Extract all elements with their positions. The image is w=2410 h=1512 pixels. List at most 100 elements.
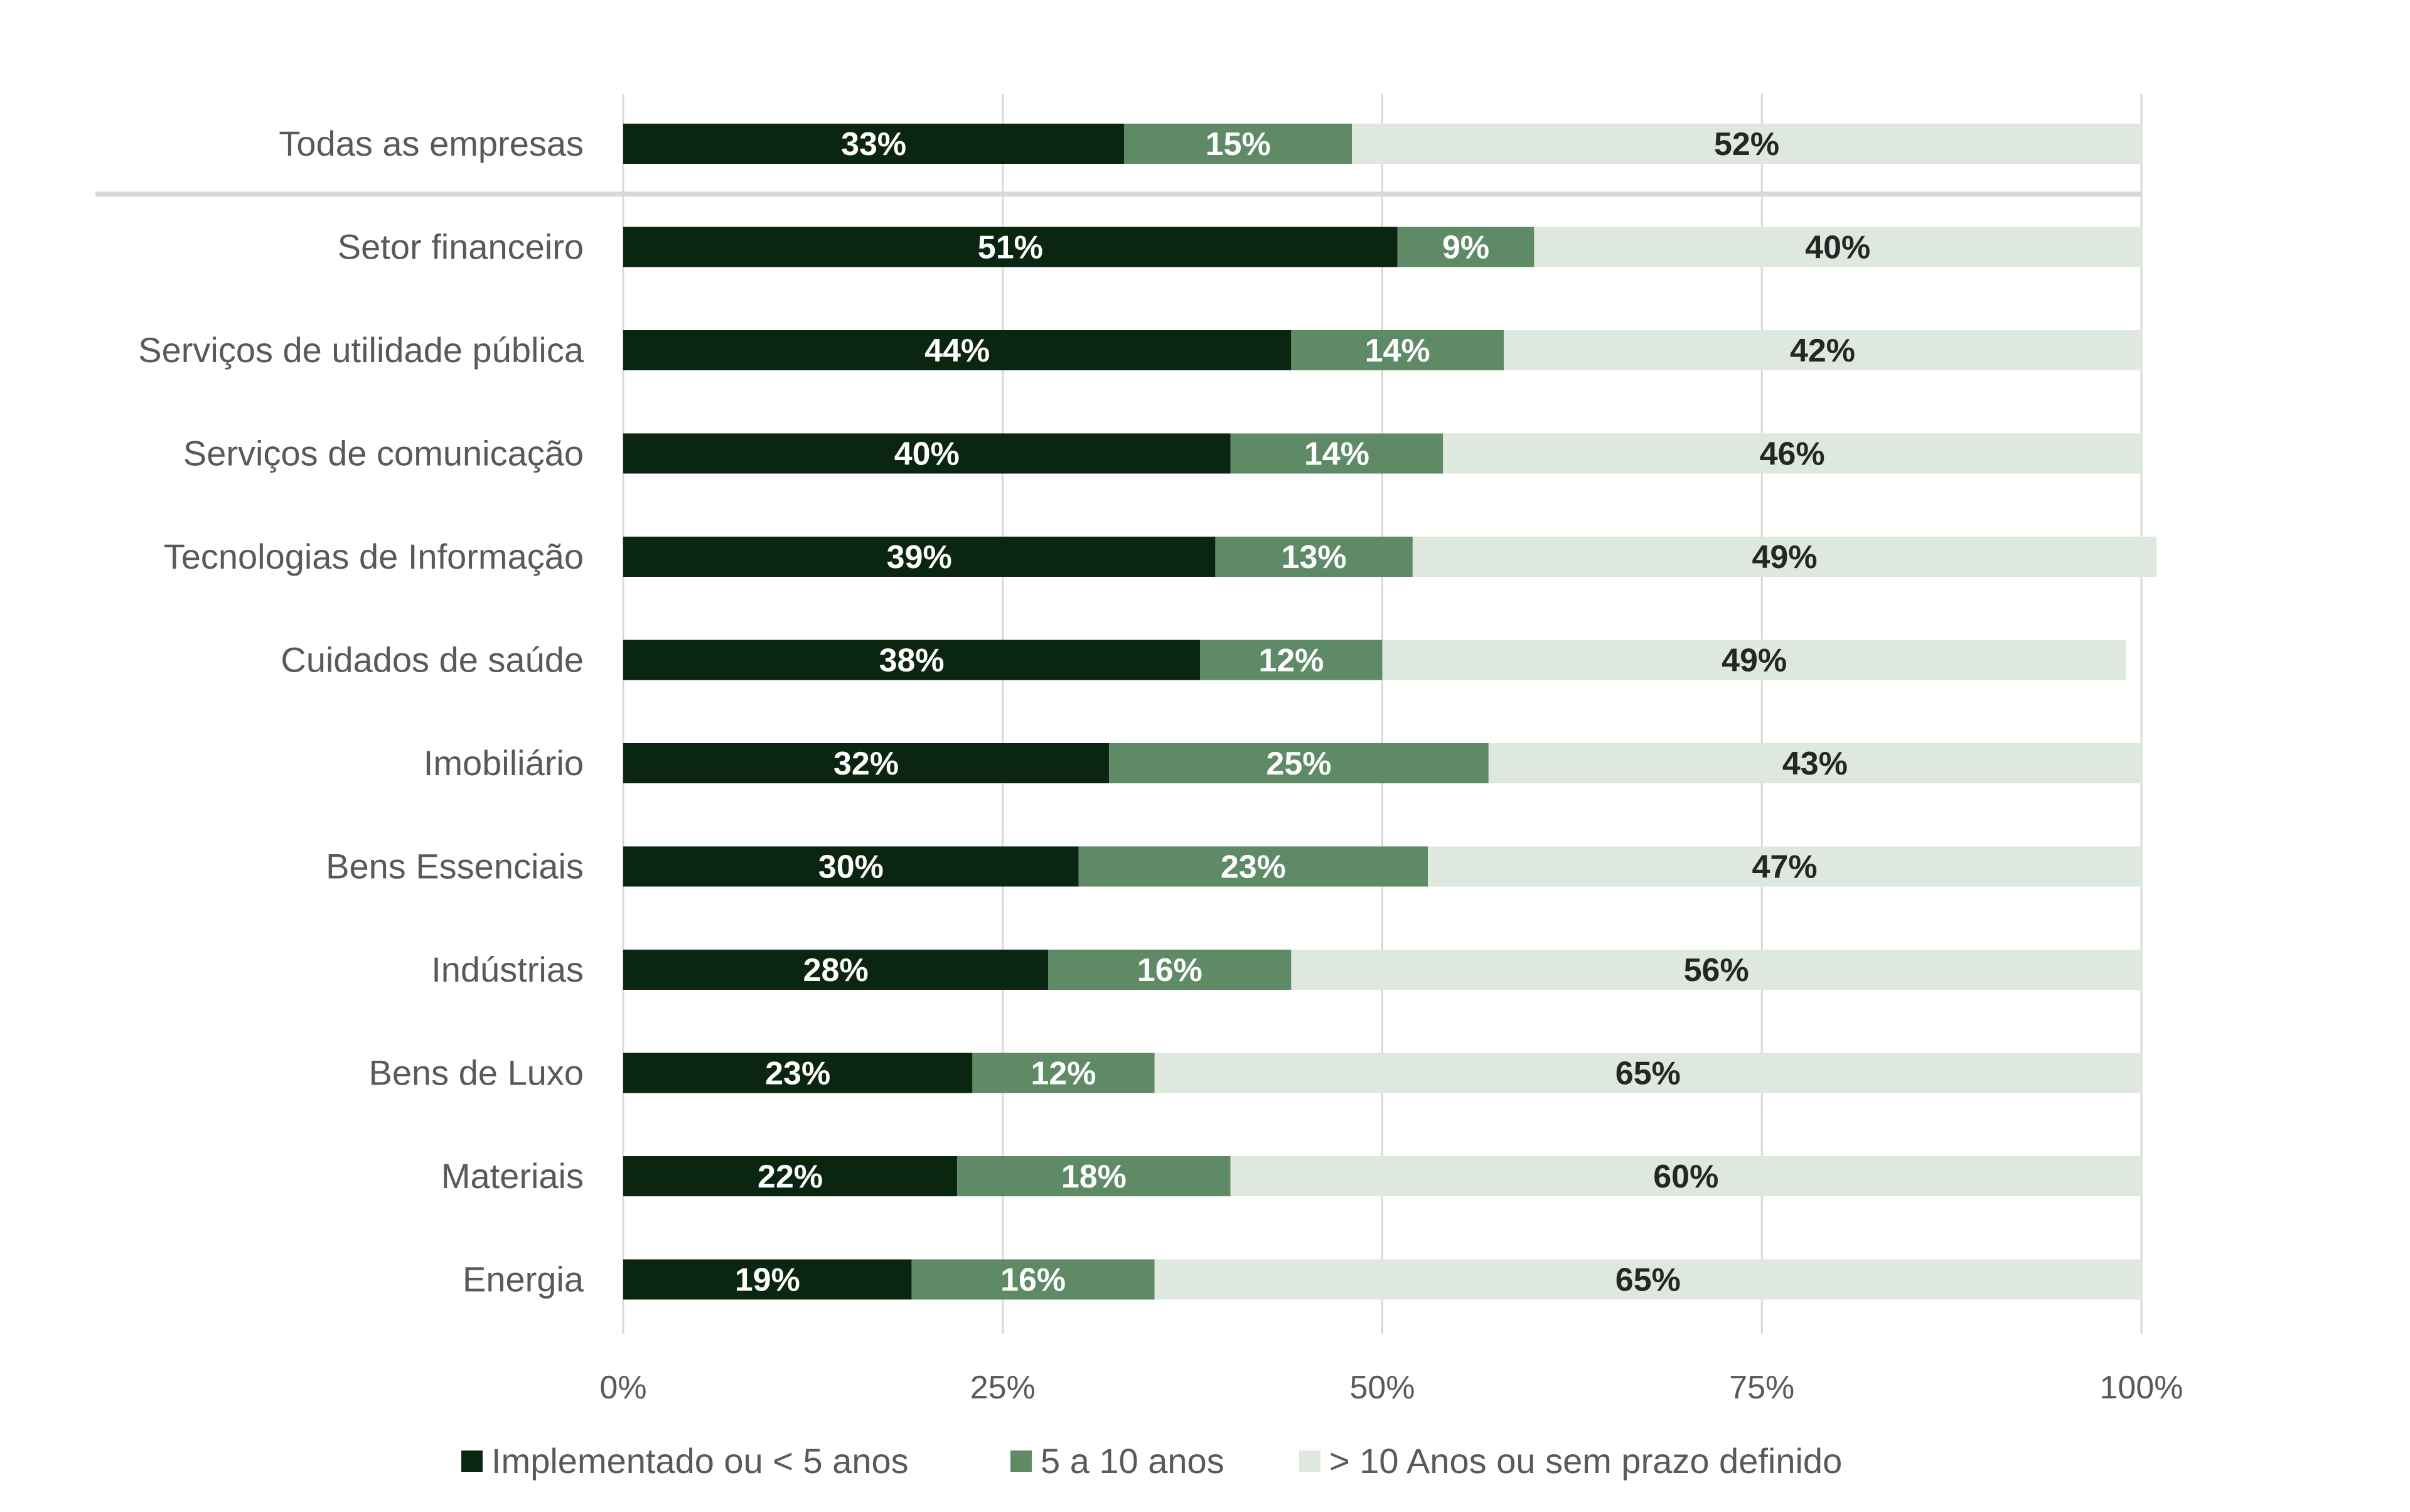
bar-bens-de-luxo-implementado-ou-5-anos xyxy=(623,1053,973,1093)
bar-servicos-de-utilidade-publica-10-anos-ou-sem-prazo-definido xyxy=(1504,330,2141,370)
bar-imobiliario-implementado-ou-5-anos xyxy=(623,743,1110,783)
bar-setor-financeiro-5-a-10-anos xyxy=(1397,227,1534,267)
category-label-industrias: Indústrias xyxy=(431,950,584,989)
x-tick-label-100: 100% xyxy=(2100,1370,2183,1406)
bar-industrias-implementado-ou-5-anos xyxy=(623,950,1049,990)
bar-tecnologias-de-informacao-5-a-10-anos xyxy=(1215,537,1413,577)
category-label-servicos-de-comunicacao: Serviços de comunicação xyxy=(183,434,584,473)
bar-industrias-10-anos-ou-sem-prazo-definido xyxy=(1291,950,2141,990)
data-label-cuidados-de-saude-5-a-10-anos: 12% xyxy=(1258,643,1324,679)
bar-bens-essenciais-5-a-10-anos xyxy=(1078,846,1428,887)
data-label-materiais-10-anos-ou-sem-prazo-definido: 60% xyxy=(1653,1159,1718,1195)
category-labels: Todas as empresas Setor financeiro Serviço… xyxy=(138,124,584,1299)
bar-industrias-5-a-10-anos xyxy=(1048,950,1292,990)
data-label-setor-financeiro-5-a-10-anos: 9% xyxy=(1442,230,1489,266)
bars: 33% 15% 52% 51% 9% 40% 44% 14% 42% 40% 14% 46% 39% 13… xyxy=(623,124,2157,1300)
data-label-bens-essenciais-implementado-ou-5-anos: 30% xyxy=(818,849,884,886)
data-label-bens-de-luxo-implementado-ou-5-anos: 23% xyxy=(765,1056,830,1092)
x-tick-label-50: 50% xyxy=(1349,1370,1415,1406)
data-label-cuidados-de-saude-10-anos-ou-sem-prazo-definido: 49% xyxy=(1722,643,1787,679)
bar-materiais-10-anos-ou-sem-prazo-definido xyxy=(1230,1156,2141,1196)
data-label-industrias-10-anos-ou-sem-prazo-definido: 56% xyxy=(1684,952,1749,989)
category-label-tecnologias-de-informacao: Tecnologias de Informação xyxy=(164,537,584,576)
category-label-setor-financeiro: Setor financeiro xyxy=(338,227,584,267)
bar-setor-financeiro-10-anos-ou-sem-prazo-definido xyxy=(1534,227,2141,267)
bar-todas-as-empresas-implementado-ou-5-anos xyxy=(623,124,1125,164)
bar-imobiliario-5-a-10-anos xyxy=(1109,743,1489,783)
legend: Implementado ou < 5 anos 5 a 10 anos > 10 … xyxy=(461,1441,1842,1481)
bar-cuidados-de-saude-implementado-ou-5-anos xyxy=(623,640,1201,680)
bar-todas-as-empresas-10-anos-ou-sem-prazo-definido xyxy=(1352,124,2141,164)
bar-bens-essenciais-implementado-ou-5-anos xyxy=(623,846,1079,887)
data-label-tecnologias-de-informacao-10-anos-ou-sem-prazo-definido: 49% xyxy=(1752,539,1817,576)
data-label-materiais-implementado-ou-5-anos: 22% xyxy=(758,1159,823,1195)
bar-tecnologias-de-informacao-10-anos-ou-sem-prazo-definido xyxy=(1412,537,2157,577)
data-label-servicos-de-comunicacao-10-anos-ou-sem-prazo-definido: 46% xyxy=(1760,436,1825,473)
data-label-imobiliario-5-a-10-anos: 25% xyxy=(1266,746,1331,782)
bar-todas-as-empresas-5-a-10-anos xyxy=(1124,124,1352,164)
bar-bens-de-luxo-10-anos-ou-sem-prazo-definido xyxy=(1154,1053,2141,1093)
bar-cuidados-de-saude-10-anos-ou-sem-prazo-definido xyxy=(1382,640,2126,680)
category-label-energia: Energia xyxy=(463,1260,584,1299)
data-label-energia-implementado-ou-5-anos: 19% xyxy=(735,1262,800,1299)
legend-swatch-10-anos-ou-sem-prazo-definido xyxy=(1299,1450,1320,1472)
data-label-todas-as-empresas-10-anos-ou-sem-prazo-definido: 52% xyxy=(1714,126,1779,163)
data-label-servicos-de-utilidade-publica-implementado-ou-5-anos: 44% xyxy=(924,333,990,369)
bar-energia-10-anos-ou-sem-prazo-definido xyxy=(1154,1259,2141,1300)
category-label-servicos-de-utilidade-publica: Serviços de utilidade pública xyxy=(138,330,584,370)
data-label-imobiliario-implementado-ou-5-anos: 32% xyxy=(833,746,899,782)
data-label-materiais-5-a-10-anos: 18% xyxy=(1061,1159,1127,1195)
data-label-setor-financeiro-implementado-ou-5-anos: 51% xyxy=(978,230,1043,266)
bar-imobiliario-10-anos-ou-sem-prazo-definido xyxy=(1488,743,2141,783)
data-label-industrias-implementado-ou-5-anos: 28% xyxy=(803,952,869,989)
category-label-bens-de-luxo: Bens de Luxo xyxy=(369,1053,584,1093)
data-label-servicos-de-utilidade-publica-10-anos-ou-sem-prazo-definido: 42% xyxy=(1790,333,1855,369)
x-tick-label-75: 75% xyxy=(1729,1370,1794,1406)
data-label-todas-as-empresas-implementado-ou-5-anos: 33% xyxy=(841,126,906,163)
data-label-servicos-de-comunicacao-implementado-ou-5-anos: 40% xyxy=(894,436,960,473)
data-label-servicos-de-utilidade-publica-5-a-10-anos: 14% xyxy=(1365,333,1430,369)
x-tick-label-0: 0% xyxy=(599,1370,646,1406)
legend-swatch-5-a-10-anos xyxy=(1010,1450,1032,1472)
bar-energia-implementado-ou-5-anos xyxy=(623,1259,912,1300)
data-label-bens-de-luxo-5-a-10-anos: 12% xyxy=(1031,1056,1096,1092)
x-tick-label-25: 25% xyxy=(970,1370,1036,1406)
bar-servicos-de-utilidade-publica-5-a-10-anos xyxy=(1291,330,1504,370)
data-label-bens-essenciais-5-a-10-anos: 23% xyxy=(1221,849,1286,886)
x-axis-ticks: 0% 25% 50% 75% 100% xyxy=(599,1370,2183,1406)
data-label-todas-as-empresas-5-a-10-anos: 15% xyxy=(1206,126,1271,163)
bar-energia-5-a-10-anos xyxy=(911,1259,1155,1300)
data-label-cuidados-de-saude-implementado-ou-5-anos: 38% xyxy=(879,643,945,679)
data-label-energia-5-a-10-anos: 16% xyxy=(1000,1262,1066,1299)
data-label-servicos-de-comunicacao-5-a-10-anos: 14% xyxy=(1304,436,1369,473)
category-label-todas-as-empresas: Todas as empresas xyxy=(279,124,584,163)
data-label-tecnologias-de-informacao-implementado-ou-5-anos: 39% xyxy=(887,539,952,576)
bar-servicos-de-comunicacao-implementado-ou-5-anos xyxy=(623,433,1231,474)
data-label-bens-essenciais-10-anos-ou-sem-prazo-definido: 47% xyxy=(1752,849,1817,886)
category-label-cuidados-de-saude: Cuidados de saúde xyxy=(281,640,584,680)
legend-label-implementado-ou-5-anos: Implementado ou < 5 anos xyxy=(491,1441,909,1481)
bar-servicos-de-comunicacao-5-a-10-anos xyxy=(1230,433,1443,474)
data-label-energia-10-anos-ou-sem-prazo-definido: 65% xyxy=(1615,1262,1681,1299)
grid-lines xyxy=(95,94,2143,1334)
legend-swatch-implementado-ou-5-anos xyxy=(461,1450,483,1472)
bar-setor-financeiro-implementado-ou-5-anos xyxy=(623,227,1398,267)
bar-tecnologias-de-informacao-implementado-ou-5-anos xyxy=(623,537,1216,577)
bar-servicos-de-utilidade-publica-implementado-ou-5-anos xyxy=(623,330,1292,370)
category-label-bens-essenciais: Bens Essenciais xyxy=(326,847,584,886)
bar-bens-de-luxo-5-a-10-anos xyxy=(972,1053,1155,1093)
data-label-industrias-5-a-10-anos: 16% xyxy=(1137,952,1202,989)
data-label-tecnologias-de-informacao-5-a-10-anos: 13% xyxy=(1282,539,1347,576)
data-label-bens-de-luxo-10-anos-ou-sem-prazo-definido: 65% xyxy=(1615,1056,1681,1092)
bar-servicos-de-comunicacao-10-anos-ou-sem-prazo-definido xyxy=(1443,433,2141,474)
bar-materiais-implementado-ou-5-anos xyxy=(623,1156,958,1196)
data-label-setor-financeiro-10-anos-ou-sem-prazo-definido: 40% xyxy=(1805,230,1870,266)
bar-cuidados-de-saude-5-a-10-anos xyxy=(1200,640,1383,680)
bar-bens-essenciais-10-anos-ou-sem-prazo-definido xyxy=(1428,846,2141,887)
legend-label-5-a-10-anos: 5 a 10 anos xyxy=(1041,1441,1224,1481)
legend-label-10-anos-ou-sem-prazo-definido: > 10 Anos ou sem prazo definido xyxy=(1329,1441,1842,1481)
category-label-materiais: Materiais xyxy=(441,1156,584,1196)
bar-materiais-5-a-10-anos xyxy=(957,1156,1231,1196)
data-label-imobiliario-10-anos-ou-sem-prazo-definido: 43% xyxy=(1782,746,1848,782)
